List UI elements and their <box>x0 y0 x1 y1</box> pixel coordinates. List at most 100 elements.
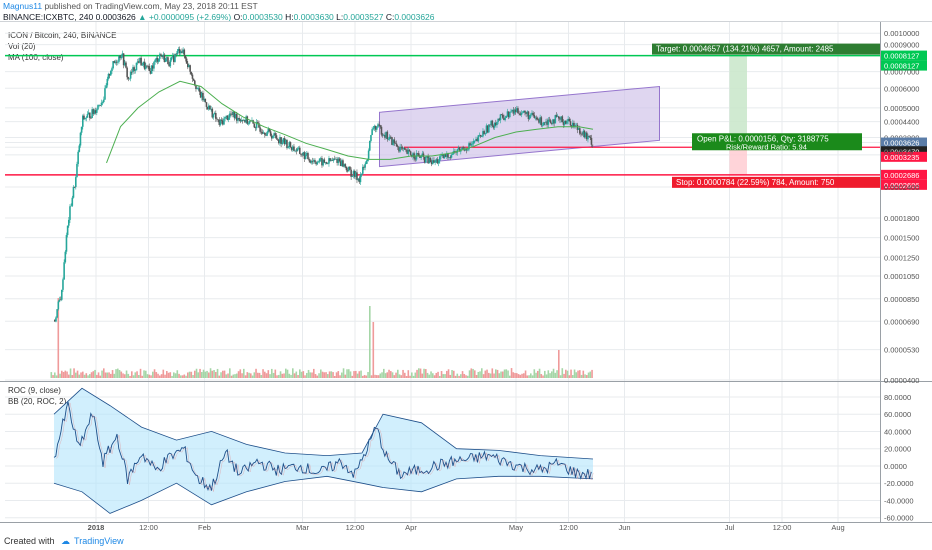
candle-body <box>411 154 413 157</box>
candle-body <box>344 164 347 167</box>
legend-ma[interactable]: MA (100, close) <box>8 53 64 62</box>
candle-body <box>136 61 139 63</box>
candle-body <box>135 62 138 71</box>
volume-bar <box>372 322 375 378</box>
legend-bb[interactable]: BB (20, ROC, 2) <box>8 397 67 406</box>
candle-body <box>580 133 582 135</box>
candle-body <box>447 153 449 158</box>
ohlc-open-label: O: <box>233 12 243 22</box>
candle-body <box>484 133 487 135</box>
candle-body <box>474 141 476 142</box>
volume-bar <box>412 375 415 378</box>
candle-body <box>446 153 448 157</box>
candle-body <box>98 105 100 106</box>
candle-body <box>450 154 453 158</box>
volume-bar <box>356 373 359 378</box>
volume-bar <box>381 372 383 378</box>
candle-body <box>444 154 447 157</box>
candle-body <box>386 131 389 140</box>
candle-body <box>346 170 349 172</box>
tradingview-brand[interactable]: TradingView <box>74 536 124 546</box>
candle-body <box>178 48 181 54</box>
volume-bar <box>132 375 135 378</box>
volume-bar <box>414 372 417 378</box>
candle-body <box>468 143 470 150</box>
volume-bar <box>432 373 434 378</box>
price-axis-label-0: 0.0010000 <box>884 29 919 38</box>
volume-bar <box>52 375 54 378</box>
candle-body <box>73 186 76 188</box>
volume-bar <box>489 373 492 378</box>
volume-bar <box>106 372 109 378</box>
volume-bar <box>365 375 368 378</box>
price-change: ▲ +0.0000095 (+2.69%) <box>138 12 232 22</box>
author-link[interactable]: Magnus11 <box>3 1 43 11</box>
candle-body <box>267 128 270 132</box>
candle-body <box>107 73 110 79</box>
candle-body <box>560 116 562 120</box>
candle-body <box>329 158 331 162</box>
candle-body <box>388 136 391 140</box>
volume-bar <box>328 371 331 378</box>
legend-symbol[interactable]: ICON / Bitcoin, 240, BINANCE <box>8 31 117 40</box>
volume-bar <box>113 373 116 378</box>
footer: Created with ☁ TradingView <box>4 536 124 547</box>
volume-bar <box>187 372 189 378</box>
volume-bar <box>153 369 156 378</box>
candle-body <box>308 159 310 161</box>
candle-body <box>483 131 485 135</box>
candle-body <box>68 219 70 226</box>
legend-volume[interactable]: Vol (20) <box>8 42 36 51</box>
volume-bar <box>216 368 219 378</box>
candle-body <box>397 146 399 148</box>
target-label-bg <box>652 43 880 55</box>
candle-body <box>100 102 103 106</box>
price-axis-tag-10 <box>881 146 927 157</box>
price-axis-label-13: 0.0002686 <box>884 181 919 190</box>
volume-bar <box>262 369 264 378</box>
candle-body <box>316 162 319 165</box>
price-axis-label-9: 0.0003626 <box>884 139 919 148</box>
candle-body <box>321 158 323 166</box>
volume-bar <box>507 370 509 378</box>
volume-bar <box>358 371 361 378</box>
price-axis-label-22: 0.0000400 <box>884 376 919 385</box>
volume-bar <box>90 372 93 378</box>
candle-body <box>451 153 454 155</box>
volume-bar <box>264 371 266 378</box>
volume-bar <box>139 368 142 378</box>
candle-body <box>168 63 170 67</box>
candle-body <box>591 144 594 146</box>
volume-bar <box>99 375 102 378</box>
candle-body <box>239 119 242 122</box>
candle-body <box>526 111 529 114</box>
candle-body <box>286 140 288 148</box>
volume-bar <box>437 371 439 378</box>
candle-body <box>517 108 519 114</box>
bb-band-fill <box>54 388 593 514</box>
candle-body <box>212 114 215 118</box>
candle-body <box>145 65 147 69</box>
candle-body <box>548 119 551 121</box>
volume-bar <box>579 370 581 378</box>
candle-body <box>129 71 132 79</box>
candle-body <box>65 235 68 252</box>
candle-body <box>462 147 464 149</box>
candle-body <box>589 136 592 138</box>
tradingview-logo-icon[interactable]: ☁ <box>61 536 71 546</box>
candle-body <box>215 113 217 119</box>
candle-body <box>465 149 468 151</box>
price-axis-label-6: 0.0005000 <box>884 104 919 113</box>
candle-body <box>300 153 302 155</box>
volume-bar <box>76 370 79 378</box>
candle-body <box>509 112 511 118</box>
candle-body <box>331 160 334 161</box>
ohlc-close-value: 0.0003626 <box>394 12 435 22</box>
legend-roc[interactable]: ROC (9, close) <box>8 386 61 395</box>
volume-bar <box>547 370 550 378</box>
candle-body <box>327 163 329 165</box>
volume-bar <box>493 373 495 378</box>
volume-bar <box>556 370 558 378</box>
candle-body <box>264 132 266 135</box>
